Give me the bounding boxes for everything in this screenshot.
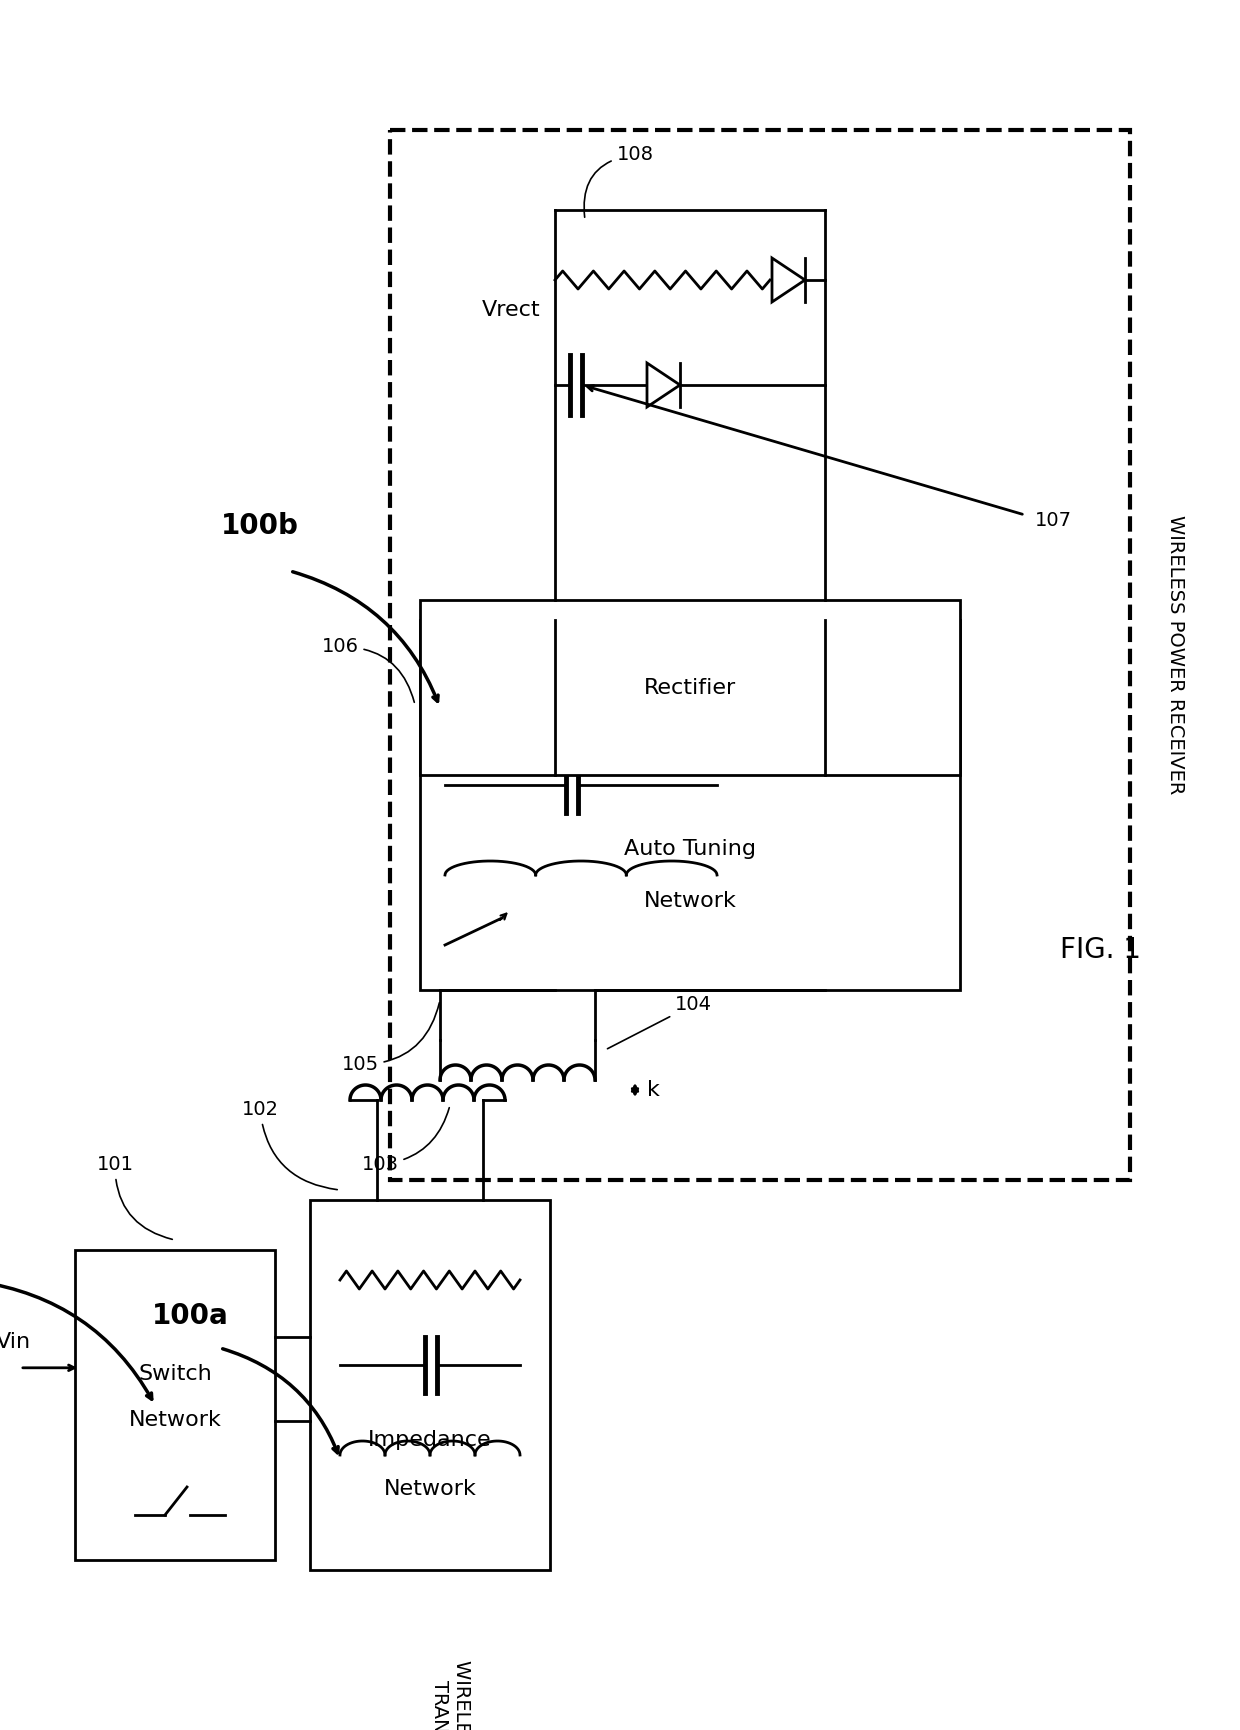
Text: FIG. 1: FIG. 1 [1059,936,1141,964]
Text: Network: Network [644,891,737,912]
Text: Vrect: Vrect [481,299,539,320]
Text: WIRELESS POWER RECEIVER: WIRELESS POWER RECEIVER [1166,516,1184,794]
Bar [391,130,1130,1180]
Text: Rectifier: Rectifier [644,678,737,697]
Text: Switch: Switch [138,1363,212,1384]
Bar [420,600,960,775]
Text: k: k [647,1080,660,1100]
Text: 101: 101 [97,1156,172,1239]
Text: Network: Network [129,1410,222,1431]
Text: 107: 107 [1035,510,1073,529]
Text: 103: 103 [362,1107,449,1175]
Text: WIRELESS POWER
TRANSMITTER: WIRELESS POWER TRANSMITTER [429,1661,470,1730]
Text: 106: 106 [321,637,414,702]
Bar [74,1251,275,1560]
Text: 100b: 100b [221,512,299,540]
Text: 100a: 100a [151,1301,228,1329]
Text: Auto Tuning: Auto Tuning [624,839,756,860]
Text: 102: 102 [242,1100,337,1190]
Text: 105: 105 [341,1003,439,1074]
Text: Impedance: Impedance [368,1431,492,1450]
Text: Network: Network [383,1479,476,1498]
Text: Vin: Vin [0,1332,31,1353]
Text: 104: 104 [608,995,712,1048]
Bar [310,1201,551,1571]
Text: 108: 108 [584,145,653,218]
Bar [420,619,960,990]
